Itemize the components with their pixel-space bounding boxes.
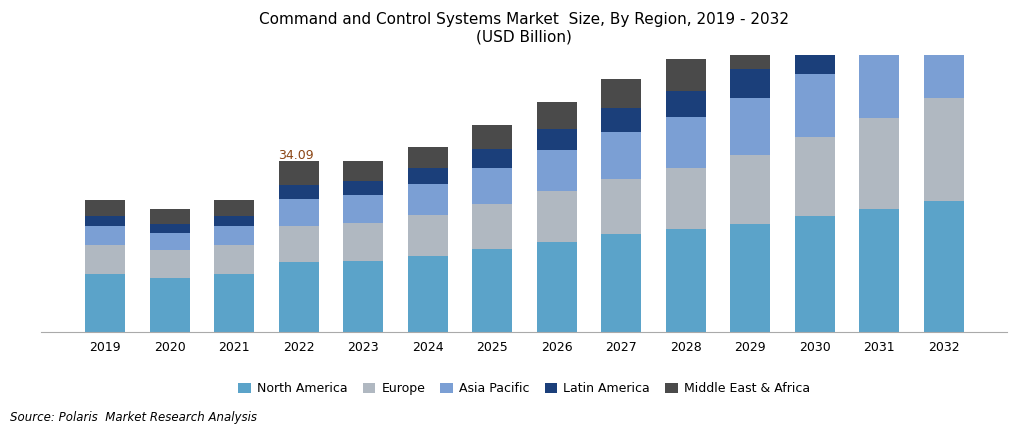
Bar [279,185,319,199]
Bar [923,98,963,201]
Bar [149,250,189,278]
Bar [214,245,254,274]
Bar [472,168,512,204]
Bar [795,2,835,41]
Bar [407,147,447,168]
Bar [923,201,963,332]
Bar [795,216,835,332]
Bar [85,226,125,245]
Bar [537,129,577,150]
Bar [859,0,900,11]
Bar [149,209,189,224]
Bar [859,118,900,209]
Bar [343,161,383,181]
Bar [795,74,835,137]
Title: Command and Control Systems Market  Size, By Region, 2019 - 2032
(USD Billion): Command and Control Systems Market Size,… [259,12,790,44]
Bar [407,168,447,184]
Bar [343,181,383,196]
Bar [472,125,512,149]
Text: Source: Polaris  Market Research Analysis: Source: Polaris Market Research Analysis [10,411,257,424]
Bar [85,216,125,226]
Bar [85,274,125,332]
Bar [214,216,254,226]
Bar [343,196,383,223]
Bar [279,262,319,332]
Bar [407,184,447,216]
Bar [730,98,770,155]
Bar [214,226,254,245]
Bar [279,161,319,185]
Legend: North America, Europe, Asia Pacific, Latin America, Middle East & Africa: North America, Europe, Asia Pacific, Lat… [233,377,815,400]
Bar [472,249,512,332]
Bar [730,224,770,332]
Bar [472,204,512,249]
Bar [601,78,641,108]
Bar [149,233,189,250]
Bar [923,19,963,98]
Bar [537,191,577,242]
Bar [730,34,770,69]
Bar [795,137,835,216]
Bar [665,168,705,229]
Bar [279,225,319,262]
Bar [407,216,447,256]
Bar [407,256,447,332]
Bar [537,102,577,129]
Bar [85,245,125,274]
Bar [923,0,963,19]
Bar [601,234,641,332]
Bar [665,117,705,168]
Bar [537,150,577,191]
Bar [149,278,189,332]
Bar [214,200,254,216]
Bar [665,91,705,117]
Bar [859,48,900,118]
Bar [730,155,770,224]
Bar [795,41,835,74]
Bar [665,59,705,91]
Bar [537,242,577,332]
Bar [859,209,900,332]
Bar [85,200,125,216]
Bar [601,179,641,234]
Bar [343,223,383,261]
Bar [601,108,641,132]
Bar [601,132,641,179]
Bar [859,11,900,48]
Bar [149,224,189,233]
Bar [472,149,512,168]
Bar [665,229,705,332]
Text: 34.09: 34.09 [278,149,314,162]
Bar [730,69,770,98]
Bar [343,261,383,332]
Bar [279,199,319,225]
Bar [214,274,254,332]
